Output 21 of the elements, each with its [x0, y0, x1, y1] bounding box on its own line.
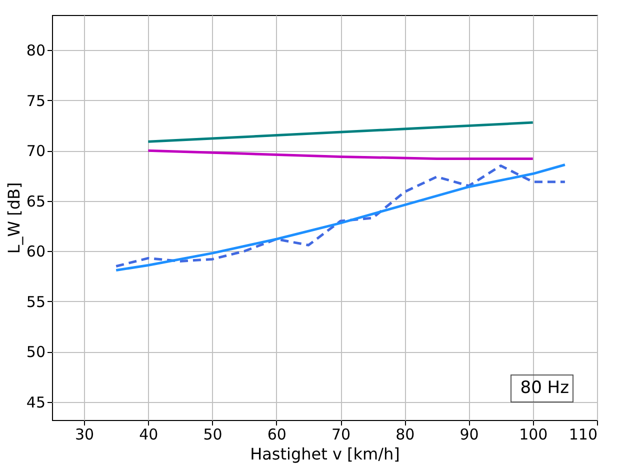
x-tick-label: 40	[139, 426, 158, 444]
y-tick-label: 45	[26, 393, 46, 412]
line-series	[146, 149, 534, 160]
y-tick-label: 75	[26, 92, 46, 110]
x-tick-label: 70	[331, 426, 351, 444]
x-tick-label: 100	[519, 426, 548, 444]
annotation: 80 Hz	[520, 378, 570, 398]
x-tick-label: 60	[267, 426, 286, 444]
y-tick-label: 60	[26, 242, 46, 261]
x-tick-label: 80	[396, 426, 415, 444]
y-tick-label: 50	[26, 343, 46, 362]
y-tick-label: 55	[26, 292, 46, 311]
x-tick-label: 110	[568, 426, 598, 444]
y-tick-label: 70	[26, 142, 46, 160]
x-axis-title: Hastighet v [km/h]	[250, 444, 400, 464]
y-axis-title: L_W [dB]	[4, 182, 24, 254]
x-tick-label: 50	[203, 426, 222, 444]
x-tick-label: 90	[460, 426, 479, 444]
y-tick-label: 80	[26, 42, 46, 60]
x-tick-label: 30	[75, 426, 94, 444]
y-tick-label: 65	[26, 192, 46, 210]
